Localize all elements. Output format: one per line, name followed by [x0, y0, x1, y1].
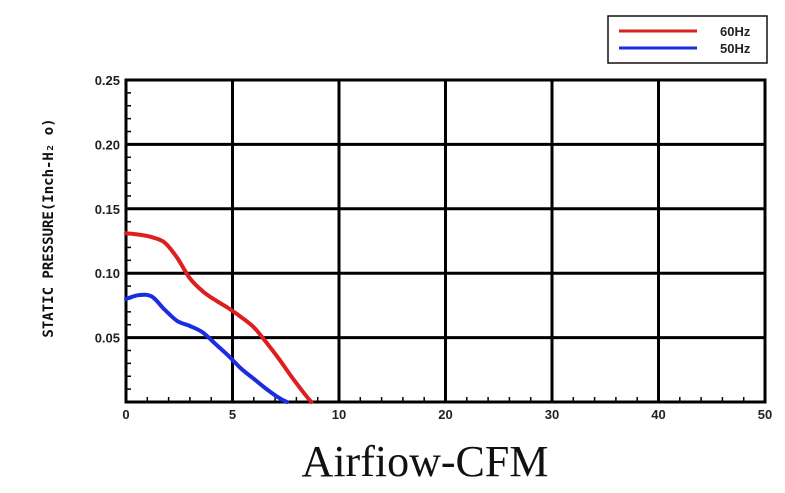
series-line-50hz	[124, 292, 289, 404]
x-tick-label: 40	[651, 407, 665, 422]
y-axis-tick-labels: 0.05 0.10 0.15 0.20 0.25	[95, 73, 120, 346]
x-tick-label: 10	[332, 407, 346, 422]
y-tick-label: 0.20	[95, 137, 120, 152]
y-axis-label: STATIC PRESSURE(Inch-H₂ o)	[41, 118, 57, 337]
y-tick-label: 0.10	[95, 266, 120, 281]
x-tick-label: 20	[438, 407, 452, 422]
y-tick-label: 0.05	[95, 331, 120, 346]
chart-legend: 60Hz 50Hz	[607, 15, 768, 64]
chart-grid	[124, 78, 767, 404]
series-line-60hz	[124, 231, 314, 404]
legend-label-60hz: 60Hz	[720, 24, 751, 39]
x-tick-label: 0	[122, 407, 129, 422]
x-tick-label: 50	[758, 407, 772, 422]
x-tick-label: 30	[545, 407, 559, 422]
legend-box	[607, 15, 768, 64]
y-tick-label: 0.25	[95, 73, 120, 88]
legend-label-50hz: 50Hz	[720, 41, 751, 56]
y-tick-label: 0.15	[95, 202, 120, 217]
chart-series	[124, 231, 314, 404]
x-axis-label: Airfiow-CFM	[302, 437, 549, 486]
x-tick-label: 5	[229, 407, 236, 422]
x-axis-tick-labels: 0 5 10 20 30 40 50	[122, 407, 772, 422]
axis-minor-ticks	[126, 92, 745, 402]
